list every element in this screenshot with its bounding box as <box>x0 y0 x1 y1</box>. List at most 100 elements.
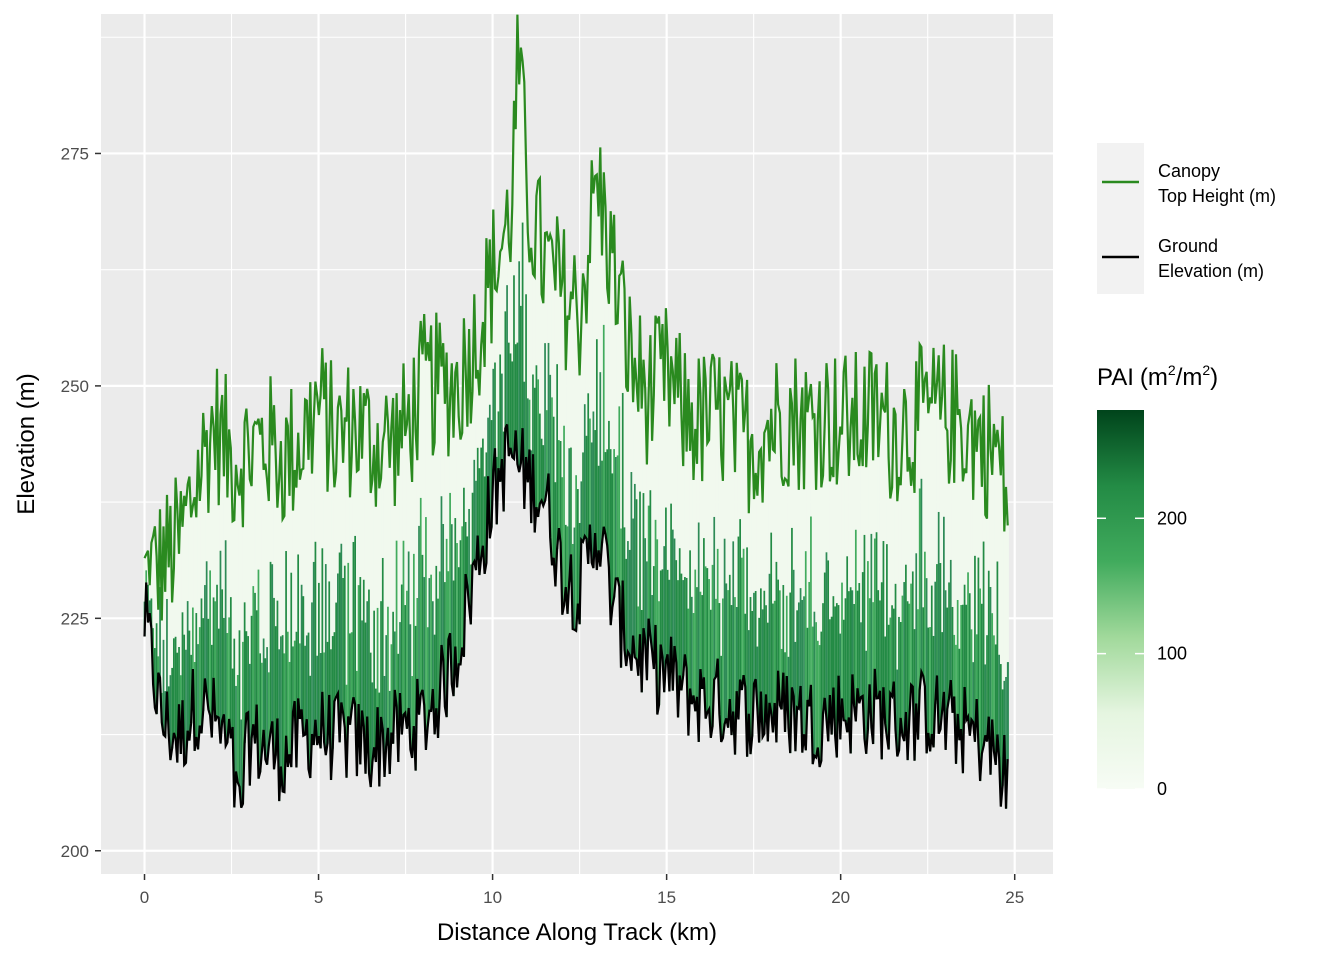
pai-strip <box>466 426 469 587</box>
pai-strip-dense <box>749 597 752 755</box>
pai-strip <box>789 388 792 754</box>
pai-strip-dense <box>318 582 321 737</box>
pai-strip-dense <box>357 585 360 704</box>
pai-strip <box>226 497 229 743</box>
pai-strip <box>532 273 535 455</box>
pai-strip <box>685 451 688 668</box>
pai-strip-dense <box>663 546 666 693</box>
pai-strip <box>620 273 623 668</box>
pai-strip <box>501 248 504 459</box>
pai-strip <box>368 400 371 774</box>
pai-strip-dense <box>722 598 725 739</box>
pai-colorbar <box>1097 410 1144 789</box>
pai-strip <box>223 476 226 715</box>
pai-strip-dense <box>694 569 697 712</box>
pai-strip <box>488 239 491 539</box>
pai-strip-dense <box>951 606 954 713</box>
pai-strip-dense <box>418 525 421 715</box>
pai-strip <box>202 412 205 711</box>
pai-strip <box>435 312 438 709</box>
pai-strip <box>778 412 782 706</box>
pai-strip-dense <box>796 610 799 708</box>
pai-strip-dense <box>842 619 845 721</box>
pai-strip <box>936 382 939 676</box>
pai-strip-dense <box>442 524 445 660</box>
pai-strip <box>188 476 191 741</box>
pai-strip-dense <box>314 541 317 720</box>
pai-strip-dense <box>744 613 747 688</box>
pai-strip-dense <box>987 570 990 717</box>
pai-strip <box>659 359 662 645</box>
pai-strip-dense <box>656 539 659 715</box>
pai-strip-dense <box>186 601 189 731</box>
pai-strip-dense <box>692 613 695 696</box>
pai-strip-dense <box>741 557 744 690</box>
pai-strip-dense <box>768 573 771 703</box>
pai-strip-dense <box>212 597 215 678</box>
pai-strip <box>523 82 526 509</box>
pai-strip <box>497 276 500 469</box>
pai-strip-dense <box>421 554 424 690</box>
pai-strip-dense <box>882 541 885 688</box>
pai-strip <box>699 393 702 670</box>
pai-strip <box>261 417 264 752</box>
pai-strip <box>280 441 283 767</box>
pai-strip-dense <box>979 588 982 781</box>
pai-strip-dense <box>620 528 623 668</box>
pai-strip-dense <box>754 590 757 680</box>
pai-strip-dense <box>552 416 555 558</box>
pai-strip-dense <box>601 460 604 544</box>
pai-strip-dense <box>737 536 740 720</box>
pai-strip-dense <box>899 622 902 718</box>
pai-strip <box>898 476 901 751</box>
pai-strip <box>482 322 485 546</box>
pai-strip-dense <box>642 493 645 629</box>
pai-strip <box>321 348 324 692</box>
pai-strip-dense <box>200 598 203 734</box>
pai-strip <box>589 263 592 525</box>
pai-strip <box>385 395 388 747</box>
pai-strip-dense <box>924 551 927 687</box>
pai-strip <box>701 481 704 689</box>
pai-strip <box>963 468 966 688</box>
pai-strip <box>690 402 693 705</box>
pai-strip-dense <box>450 524 453 685</box>
pai-strip <box>818 381 821 768</box>
pai-strip-dense <box>233 638 236 808</box>
pai-strip <box>592 193 595 569</box>
pai-strip <box>994 447 997 765</box>
pai-strip <box>903 389 906 742</box>
pai-strip-dense <box>759 588 763 692</box>
pai-strip <box>613 214 616 598</box>
pai-strip-dense <box>445 538 448 718</box>
pai-strip-dense <box>948 582 951 699</box>
pai-strip-dense <box>697 522 700 742</box>
pai-strip-dense <box>516 342 519 465</box>
pai-strip-dense <box>461 526 464 648</box>
pai-strip-dense <box>715 598 718 677</box>
pai-strip-dense <box>568 448 571 583</box>
pai-strip-dense <box>537 379 540 517</box>
pai-strip <box>252 426 255 725</box>
pai-strip <box>594 175 597 534</box>
pai-strip-dense <box>709 609 712 738</box>
pai-strip-dense <box>910 583 913 685</box>
pai-strip-dense <box>780 648 783 710</box>
pai-strip-dense <box>390 644 393 733</box>
pai-strip-dense <box>908 603 911 720</box>
pai-strip <box>716 408 719 659</box>
pai-strip-dense <box>816 640 820 748</box>
pai-strip <box>212 426 215 678</box>
pai-strip-dense <box>229 597 232 739</box>
pai-strip <box>889 498 892 694</box>
pai-strip <box>245 408 248 714</box>
pai-strip <box>539 178 542 504</box>
pai-strip-dense <box>611 473 614 608</box>
pai-strip <box>305 400 308 720</box>
pai-strip-dense <box>829 619 832 696</box>
pai-strip-dense <box>423 577 426 705</box>
pai-strip-dense <box>949 559 952 681</box>
pai-strip-dense <box>922 607 925 676</box>
pai-strip-dense <box>791 527 794 688</box>
